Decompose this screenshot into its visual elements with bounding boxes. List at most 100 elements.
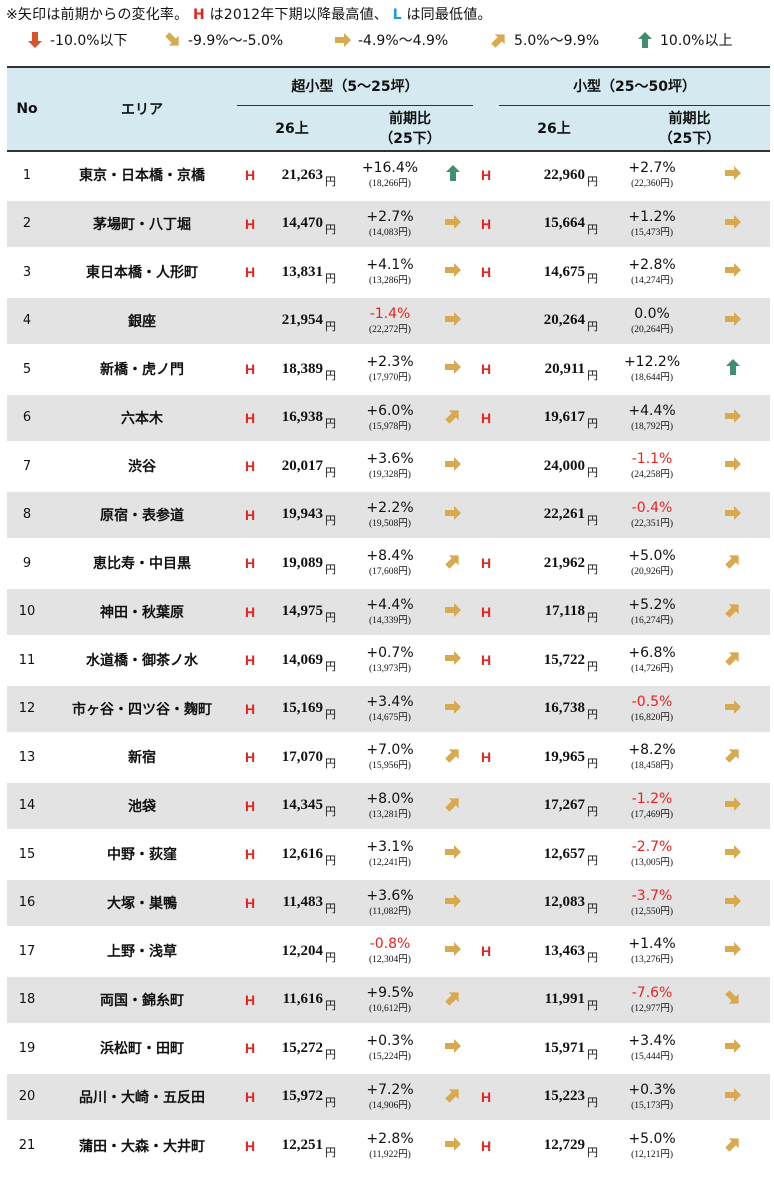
row-area: 蒲田・大森・大井町 xyxy=(47,1120,237,1170)
row-area: 浜松町・田町 xyxy=(47,1023,237,1073)
change-ultra-small: +3.1% (12,241円) xyxy=(347,829,433,879)
previous-value: (15,173円) xyxy=(631,1100,674,1111)
previous-value: (14,675円) xyxy=(369,712,411,723)
yen-unit: 円 xyxy=(323,198,347,248)
change-percent: +0.3% xyxy=(628,1081,676,1098)
yen-unit: 円 xyxy=(323,538,347,588)
table-row: 1 東京・日本橋・京橋 H 21,263 円 +16.4% (18,266円) H 22,960… xyxy=(7,150,771,200)
previous-value: (11,082円) xyxy=(369,906,411,917)
previous-value: (15,473円) xyxy=(631,227,674,238)
trend-cell xyxy=(695,829,771,879)
table-row: 19 浜松町・田町 H 15,272 円 +0.3% (15,224円) 15,971 円 +3.… xyxy=(7,1023,771,1073)
change-ultra-small: +2.7% (14,083円) xyxy=(347,198,433,248)
arrow-up-right-icon xyxy=(444,795,462,813)
change-small: +3.4% (15,444円) xyxy=(609,1023,696,1073)
row-no: 19 xyxy=(7,1023,47,1073)
previous-value: (13,005円) xyxy=(631,858,674,869)
table-row: 8 原宿・表参道 H 19,943 円 +2.2% (19,508円) 22,261 円 -0.4… xyxy=(7,489,771,539)
arrow-up-right-icon xyxy=(724,649,742,667)
change-percent: +6.8% xyxy=(628,645,676,662)
spacer xyxy=(499,538,526,588)
high-mark: H xyxy=(473,926,500,976)
table-row: 20 品川・大崎・五反田 H 15,972 円 +7.2% (14,906円) H 15,223… xyxy=(7,1071,771,1121)
change-percent: +1.4% xyxy=(628,936,676,953)
previous-value: (10,612円) xyxy=(369,1003,411,1014)
change-percent: +2.7% xyxy=(366,208,414,225)
row-no: 21 xyxy=(7,1120,47,1170)
trend-cell xyxy=(433,1120,474,1170)
rent-value-small: 20,911 xyxy=(525,344,586,394)
yen-unit: 円 xyxy=(323,295,347,345)
change-percent: +0.3% xyxy=(366,1033,414,1050)
change-ultra-small: +3.6% (11,082円) xyxy=(347,877,433,927)
rent-value-small: 22,960 xyxy=(525,150,586,200)
header-change-s: 前期比 （25下） xyxy=(347,105,474,151)
trend-cell xyxy=(433,732,474,782)
arrow-right-icon xyxy=(444,698,462,716)
spacer xyxy=(499,926,526,976)
trend-cell xyxy=(695,441,771,491)
rent-value-ultra-small: 17,070 xyxy=(263,732,323,782)
yen-unit: 円 xyxy=(585,247,610,297)
arrow-right-icon xyxy=(724,698,742,716)
change-ultra-small: +2.2% (19,508円) xyxy=(347,489,433,539)
high-mark: H xyxy=(237,538,263,588)
legend-item-right: -4.9%〜4.9% xyxy=(334,30,448,50)
high-mark xyxy=(473,683,500,733)
arrow-right-icon xyxy=(334,31,352,49)
row-no: 16 xyxy=(7,877,47,927)
trend-cell xyxy=(695,392,771,442)
trend-cell xyxy=(695,1023,771,1073)
table-row: 6 六本木 H 16,938 円 +6.0% (15,978円) H 19,617 円 +4.4%(… xyxy=(7,392,771,442)
yen-unit: 円 xyxy=(323,441,347,491)
high-mark: H xyxy=(473,732,500,782)
rent-value-small: 11,991 xyxy=(525,974,586,1024)
arrow-right-icon xyxy=(444,261,462,279)
legend-item-up-right: 5.0%〜9.9% xyxy=(490,30,599,50)
rent-value-small: 15,722 xyxy=(525,635,586,685)
arrow-right-icon xyxy=(444,1037,462,1055)
previous-value: (11,922円) xyxy=(369,1149,411,1160)
row-area: 市ヶ谷・四ツ谷・麹町 xyxy=(47,683,237,733)
spacer xyxy=(499,198,526,248)
table-row: 12 市ヶ谷・四ツ谷・麹町 H 15,169 円 +3.4% (14,675円) 16,738… xyxy=(7,683,771,733)
change-percent: 0.0% xyxy=(634,305,670,322)
high-mark xyxy=(237,295,263,345)
spacer xyxy=(499,441,526,491)
rent-value-ultra-small: 11,483 xyxy=(263,877,323,927)
yen-unit: 円 xyxy=(585,344,610,394)
yen-unit: 円 xyxy=(323,247,347,297)
change-percent: -0.8% xyxy=(369,936,411,953)
trend-cell xyxy=(433,295,474,345)
yen-unit: 円 xyxy=(585,926,610,976)
yen-unit: 円 xyxy=(323,1120,347,1170)
change-ultra-small: -0.8% (12,304円) xyxy=(347,926,433,976)
change-ultra-small: +2.8% (11,922円) xyxy=(347,1120,433,1170)
row-area: 水道橋・御茶ノ水 xyxy=(47,635,237,685)
row-no: 8 xyxy=(7,489,47,539)
high-mark: H xyxy=(237,150,263,200)
rent-value-small: 17,267 xyxy=(525,780,586,830)
spacer xyxy=(499,586,526,636)
row-area: 上野・浅草 xyxy=(47,926,237,976)
spacer xyxy=(499,489,526,539)
spacer xyxy=(499,635,526,685)
change-ultra-small: +0.7% (13,973円) xyxy=(347,635,433,685)
arrow-up-right-icon xyxy=(444,1086,462,1104)
row-no: 12 xyxy=(7,683,47,733)
trend-cell xyxy=(695,974,771,1024)
change-percent: +3.4% xyxy=(628,1033,676,1050)
previous-value: (20,264円) xyxy=(631,324,674,335)
high-mark xyxy=(237,926,263,976)
rent-value-small: 12,657 xyxy=(525,829,586,879)
high-mark: H xyxy=(473,247,500,297)
trend-cell xyxy=(433,489,474,539)
yen-unit: 円 xyxy=(323,683,347,733)
change-small: +5.2% (16,274円) xyxy=(609,586,696,636)
previous-value: (17,608円) xyxy=(369,567,411,578)
spacer xyxy=(499,295,526,345)
high-mark: H xyxy=(473,538,500,588)
row-area: 銀座 xyxy=(47,295,237,345)
change-ultra-small: +2.3% (17,970円) xyxy=(347,344,433,394)
arrow-right-icon xyxy=(724,940,742,958)
